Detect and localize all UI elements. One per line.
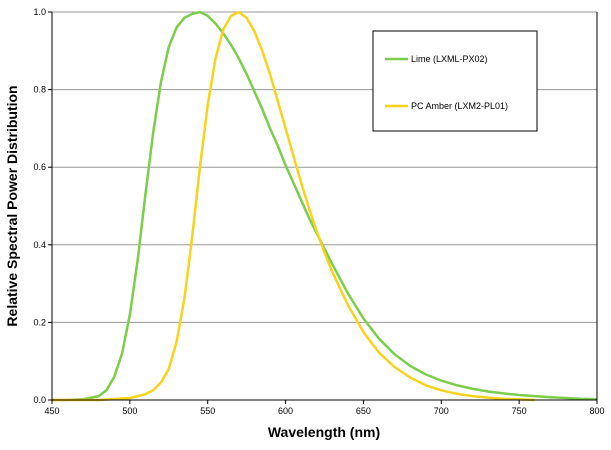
x-tick-label-2: 550 [200, 406, 215, 416]
x-tick-label-5: 700 [434, 406, 449, 416]
legend: Lime (LXML-PX02) PC Amber (LXM2-PL01) [372, 30, 538, 132]
x-tick-label-0: 450 [44, 406, 59, 416]
axes [51, 12, 598, 401]
y-tick-label-2: 0.4 [33, 240, 46, 250]
x-tick-label-6: 750 [512, 406, 527, 416]
y-tick-label-4: 0.8 [33, 85, 46, 95]
y-tick-label-1: 0.2 [33, 317, 46, 327]
series-line-1 [52, 10, 535, 402]
x-axis-title: Wavelength (nm) [268, 424, 380, 440]
y-tick-label-3: 0.6 [33, 162, 46, 172]
y-tick-label-0: 0.0 [33, 395, 46, 405]
legend-box [372, 30, 538, 132]
x-tick-label-3: 600 [278, 406, 293, 416]
legend-label-pc-amber: PC Amber (LXM2-PL01) [411, 101, 508, 111]
y-tick-label-5: 1.0 [33, 7, 46, 17]
legend-label-lime: Lime (LXML-PX02) [411, 54, 488, 64]
x-tick-label-4: 650 [356, 406, 371, 416]
series-line-0 [52, 10, 598, 402]
x-tick-labels: 450 500 550 600 650 700 750 800 [44, 400, 605, 416]
y-axis-title: Relative Spectral Power Distribution [4, 85, 20, 326]
y-tick-labels: 0.0 0.2 0.4 0.6 0.8 1.0 [33, 7, 52, 405]
series-layer [52, 10, 598, 402]
x-tick-label-1: 500 [122, 406, 137, 416]
x-tick-label-7: 800 [589, 406, 604, 416]
grid-lines [52, 11, 597, 323]
